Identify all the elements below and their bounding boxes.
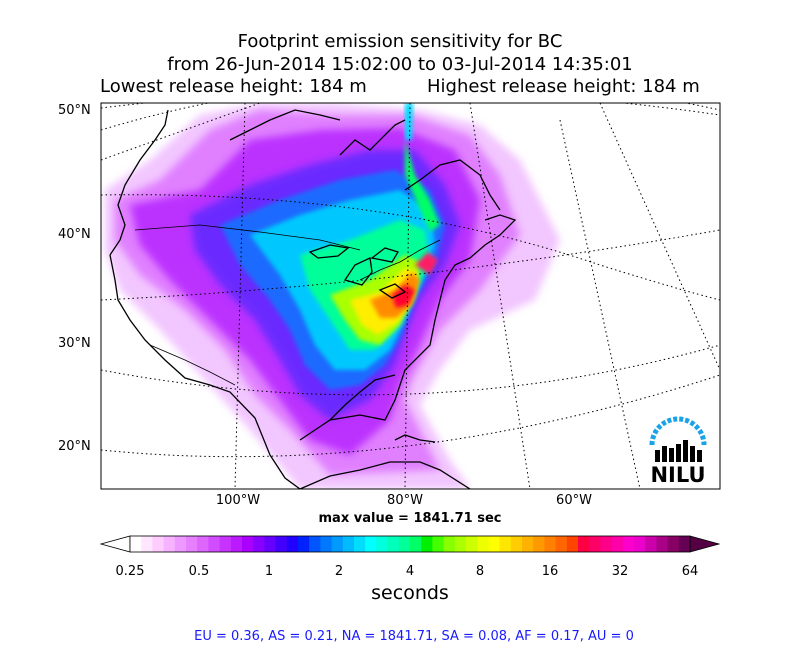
colorbar-tick-label: 0.5 (188, 564, 210, 579)
lowest-release-height: Lowest release height: 184 m (100, 76, 367, 97)
colorbar-segment (197, 536, 209, 552)
colorbar-segment (410, 536, 422, 552)
colorbar-segment (622, 536, 635, 552)
colorbar-segment (230, 536, 243, 552)
colorbar-segment (510, 536, 523, 552)
colorbar-segment (533, 536, 545, 552)
map-title: Footprint emission sensitivity for BC (237, 31, 563, 52)
graticule (101, 103, 720, 489)
lon-label-60w: 60°W (556, 493, 592, 508)
colorbar-extend-low (99, 535, 131, 553)
colorbar-extend-high (689, 535, 721, 553)
lat-label-30n: 30°N (58, 336, 91, 351)
colorbar-tick-label: 1 (264, 564, 274, 579)
colorbar-tick-label: 64 (681, 564, 699, 579)
lat-label-50n: 50°N (58, 103, 91, 118)
colorbar-segment (152, 536, 164, 552)
coastlines (109, 109, 517, 489)
colorbar-segment (275, 536, 288, 552)
lat-label-40n: 40°N (58, 227, 91, 242)
colorbar-segment (286, 536, 299, 552)
colorbar-segment (387, 536, 400, 552)
colorbar-segment (264, 536, 276, 552)
colorbar-segment (678, 536, 691, 552)
colorbar-segment (320, 536, 332, 552)
colorbar-segment (611, 536, 624, 552)
colorbar-segment (174, 536, 187, 552)
colorbar-segment (208, 536, 220, 552)
colorbar-segment (499, 536, 512, 552)
lon-label-100w: 100°W (215, 493, 261, 508)
colorbar-segment (163, 536, 176, 552)
colorbar-segment (566, 536, 579, 552)
lon-label-80w: 80°W (387, 493, 423, 508)
colorbar-segment (443, 536, 456, 552)
map-frame (100, 102, 721, 490)
colorbar-segment (555, 536, 568, 552)
colorbar-segment (354, 536, 366, 552)
colorbar-tick-label: 4 (405, 564, 415, 579)
great-lakes (308, 244, 407, 299)
colorbar-segment (398, 536, 411, 552)
colorbar-segment (454, 536, 467, 552)
colorbar-segment (634, 536, 646, 552)
footprint-field (105, 103, 560, 489)
colorbar-segment (242, 536, 254, 552)
colorbar-segment (186, 536, 198, 552)
colorbar-segment (298, 536, 310, 552)
colorbar-tick-label: 0.25 (115, 564, 145, 579)
colorbar-segment (130, 536, 142, 552)
colorbar-segment (600, 536, 612, 552)
map-subtitle-dates: from 26-Jun-2014 15:02:00 to 03-Jul-2014… (167, 54, 633, 75)
max-value-label: max value = 1841.71 sec (318, 511, 502, 526)
colorbar-segment (432, 536, 444, 552)
highest-release-height: Highest release height: 184 m (427, 76, 700, 97)
colorbar-segment (578, 536, 590, 552)
colorbar-tick-label: 2 (334, 564, 344, 579)
colorbar-segment (331, 536, 344, 552)
colorbar-segment (589, 536, 601, 552)
colorbar-segment (141, 536, 153, 552)
colorbar-tick-label: 32 (611, 564, 629, 579)
map-plot-area: NILU (101, 103, 720, 489)
colorbar-segment (488, 536, 500, 552)
colorbar-segment (342, 536, 355, 552)
colorbar-segment (466, 536, 478, 552)
nilu-logo-text: NILU (650, 463, 705, 487)
colorbar-segment (667, 536, 680, 552)
colorbar-tick-label: 16 (541, 564, 559, 579)
colorbar-segment (645, 536, 657, 552)
colorbar-segment (544, 536, 556, 552)
colorbar-frame (129, 535, 691, 553)
colorbar-segment (522, 536, 534, 552)
lat-label-20n: 20°N (58, 439, 91, 454)
colorbar-segment (376, 536, 388, 552)
colorbar-segment (365, 536, 377, 552)
colorbar-segment (656, 536, 668, 552)
colorbar-segment (253, 536, 265, 552)
colorbar-segment (421, 536, 433, 552)
colorbar-segment (219, 536, 232, 552)
colorbar (99, 535, 721, 553)
boundaries (134, 224, 441, 386)
nilu-logo: NILU (649, 416, 707, 487)
colorbar-segment (309, 536, 321, 552)
regional-summary: EU = 0.36, AS = 0.21, NA = 1841.71, SA =… (194, 629, 634, 644)
colorbar-unit-label: seconds (371, 582, 449, 604)
colorbar-segment (477, 536, 489, 552)
colorbar-tick-label: 8 (475, 564, 485, 579)
